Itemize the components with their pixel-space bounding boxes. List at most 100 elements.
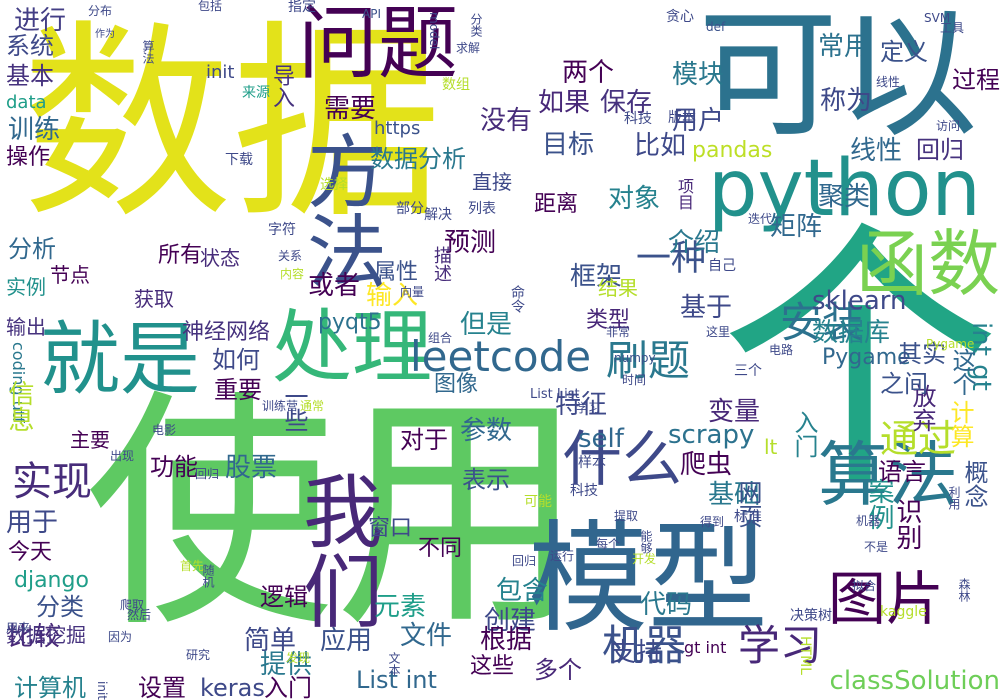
word-75: 变量 <box>708 397 761 427</box>
word-162: 选择 <box>320 177 348 193</box>
word-176: 这里 <box>706 325 731 339</box>
word-164: 部分 <box>396 201 424 217</box>
word-24: 数据库 <box>812 318 891 348</box>
word-61: 矩阵 <box>770 212 823 242</box>
word-11: 我们 <box>290 470 383 630</box>
word-26: scrapy <box>668 420 755 450</box>
word-14: 图片 <box>828 565 945 633</box>
word-200: 运行 <box>550 549 575 563</box>
word-109: 之间 <box>880 370 928 398</box>
word-144: List List <box>530 387 580 402</box>
word-142: lt <box>764 435 778 459</box>
word-17: 安装 <box>780 298 865 347</box>
word-108: 识别 <box>892 498 922 550</box>
word-192: 提取 <box>614 509 639 523</box>
word-91: 简单 <box>244 626 297 656</box>
word-116: 状态 <box>200 246 240 270</box>
word-135: SVM <box>924 11 951 25</box>
word-111: 其实 <box>898 340 946 368</box>
word-2: 可以 <box>698 0 979 157</box>
word-38: 常用 <box>818 32 871 62</box>
word-1: 使用 <box>85 369 585 660</box>
word-163: 下载 <box>225 152 253 168</box>
word-83: 主要 <box>70 428 110 452</box>
word-18: 通过 <box>880 417 957 461</box>
word-22: 一种 <box>636 239 707 279</box>
word-147: 包括 <box>198 0 223 13</box>
word-6: python <box>708 144 981 234</box>
word-98: 根据 <box>480 625 533 655</box>
word-118: 实例 <box>6 275 46 299</box>
word-92: 提供 <box>260 650 313 680</box>
word-101: 这个 <box>948 348 976 396</box>
word-71: 但是 <box>460 310 513 340</box>
word-40: 需要 <box>324 94 377 124</box>
word-188: 机器 <box>856 514 881 528</box>
word-110: 语言 <box>878 458 926 486</box>
word-153: model <box>427 12 441 50</box>
word-50: 操作 <box>6 145 51 170</box>
word-49: 基本 <box>6 62 54 90</box>
word-32: Pygame <box>822 345 911 370</box>
word-102: 计算 <box>946 400 974 448</box>
word-100: 支持 <box>610 638 663 668</box>
word-132: data <box>6 92 47 113</box>
word-80: 股票 <box>225 453 278 483</box>
word-89: 设置 <box>138 674 186 700</box>
word-159: 访问 <box>936 119 961 133</box>
word-168: 关系 <box>278 249 303 263</box>
word-35: coding utf <box>9 342 28 423</box>
word-172: 迭代 <box>748 212 773 226</box>
word-84: 信息 <box>4 380 34 432</box>
word-196: 森林 <box>957 578 971 602</box>
word-106: 案例 <box>864 478 894 530</box>
word-205: 然后 <box>127 608 152 622</box>
word-96: 创建 <box>484 606 537 636</box>
word-139: kaggle <box>880 604 927 620</box>
word-10: 就是 <box>40 313 200 406</box>
word-191: 可能 <box>524 494 552 510</box>
word-125: 距离 <box>534 192 579 217</box>
word-79: 基础 <box>708 480 761 510</box>
word-143: init <box>206 62 235 83</box>
word-156: 贪心 <box>666 9 694 25</box>
word-187: 科技 <box>570 483 598 499</box>
word-76: 参数 <box>460 416 513 446</box>
word-123: 逻辑 <box>260 583 308 611</box>
word-33: pandas <box>692 138 773 163</box>
word-36: 数据分析 <box>370 145 466 173</box>
word-197: 随机 <box>201 564 215 588</box>
word-152: 分类 <box>469 13 483 37</box>
word-28: django <box>14 568 89 593</box>
word-43: 如果 <box>538 88 591 118</box>
word-85: 用于 <box>6 508 59 538</box>
word-201: 每个 <box>596 537 621 551</box>
word-182: 三个 <box>734 363 762 379</box>
word-69: 如何 <box>212 346 260 374</box>
word-180: 训练营 <box>262 399 299 413</box>
word-41: 没有 <box>480 106 533 136</box>
word-121: 输出 <box>6 315 46 339</box>
word-74: 特征 <box>555 390 608 420</box>
word-128: 不同 <box>418 536 463 561</box>
word-37: 神经网络 <box>182 320 271 345</box>
word-90: 入门 <box>264 674 312 700</box>
word-62: 预测 <box>444 228 497 258</box>
word-161: 工具 <box>940 21 965 35</box>
word-138: HTML <box>797 636 813 675</box>
word-149: 分布 <box>88 4 113 18</box>
word-78: 爬虫 <box>680 450 733 480</box>
word-113: 导入 <box>269 64 294 108</box>
word-12: 算法 <box>818 434 958 516</box>
word-70: 重要 <box>214 376 262 404</box>
word-13: 什么 <box>562 425 682 495</box>
word-95: 包含 <box>496 576 549 606</box>
word-34: int gt <box>966 322 996 391</box>
word-63: 介绍 <box>668 228 721 258</box>
word-25: self <box>578 424 624 454</box>
word-103: 放弃 <box>908 384 936 432</box>
word-146: 来源 <box>242 85 270 101</box>
word-207: 因为 <box>108 630 133 644</box>
word-158: 版本 <box>668 110 696 126</box>
